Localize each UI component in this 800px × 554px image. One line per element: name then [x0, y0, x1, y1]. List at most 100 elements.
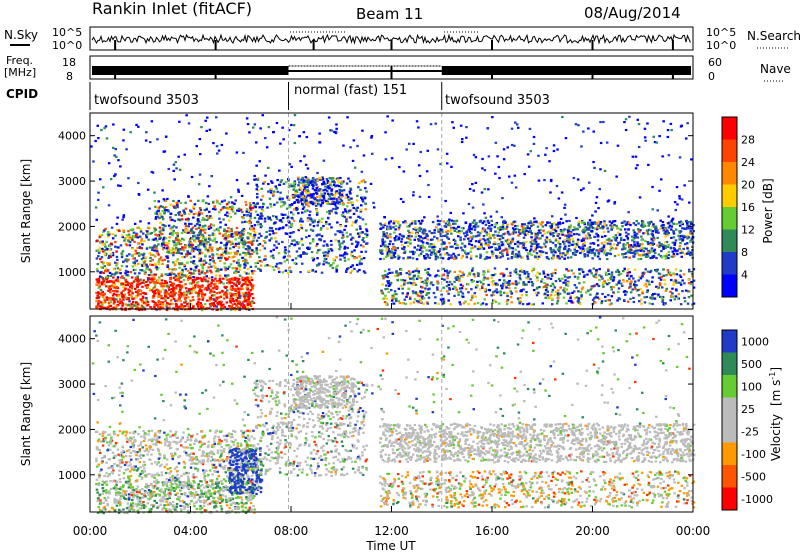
power-cell	[411, 283, 415, 286]
power-cell	[659, 243, 663, 246]
power-cell	[666, 234, 670, 237]
power-cell	[227, 219, 231, 222]
power-cell	[192, 213, 196, 216]
power-cell	[192, 272, 195, 275]
power-cell	[192, 299, 195, 302]
power-cell	[206, 280, 210, 283]
power-cell	[235, 284, 238, 288]
power-cell	[195, 227, 198, 231]
power-cell	[218, 274, 222, 277]
power-cell	[692, 286, 696, 289]
power-cell	[230, 233, 234, 236]
power-cell	[311, 268, 315, 272]
power-cell	[163, 206, 166, 209]
power-cell	[135, 301, 138, 304]
power-cell	[171, 226, 174, 229]
power-cell	[570, 234, 573, 237]
power-cell	[104, 245, 107, 248]
power-cell	[564, 279, 567, 282]
power-cell	[174, 206, 177, 210]
power-cell	[348, 190, 352, 193]
power-cell	[165, 305, 168, 308]
power-cell	[478, 280, 482, 283]
power-cell	[294, 191, 297, 194]
power-cell	[522, 241, 525, 244]
power-cell	[212, 265, 216, 268]
power-cell	[213, 262, 217, 265]
power-cell	[182, 279, 186, 282]
power-cell	[146, 233, 149, 236]
power-cell	[412, 278, 415, 281]
power-cell	[327, 217, 330, 220]
power-cell	[153, 293, 156, 296]
power-cell	[506, 241, 509, 244]
power-cell	[245, 259, 248, 262]
power-cell	[690, 294, 693, 297]
power-cell	[225, 285, 228, 289]
power-cell	[241, 284, 244, 287]
power-cell	[332, 197, 336, 200]
power-cell	[416, 291, 420, 295]
power-cell	[319, 228, 323, 231]
power-cell	[307, 192, 311, 195]
power-cell	[112, 292, 116, 295]
power-cell	[192, 276, 195, 279]
power-cell	[195, 302, 199, 305]
power-cell	[556, 248, 560, 251]
power-cell	[444, 222, 448, 225]
power-cell	[415, 300, 419, 303]
power-cell	[462, 232, 466, 235]
power-cell	[446, 232, 449, 235]
power-cell	[139, 293, 142, 296]
power-cell	[228, 208, 231, 211]
power-cell	[518, 302, 521, 305]
power-cell	[530, 236, 533, 239]
power-cell	[160, 273, 164, 276]
power-cell	[311, 200, 314, 203]
power-cell	[469, 240, 473, 243]
power-cell	[499, 292, 502, 295]
power-cell	[232, 282, 236, 285]
power-cell	[164, 273, 167, 276]
power-cell	[531, 284, 534, 287]
power-cell	[321, 178, 325, 181]
power-cell	[474, 226, 477, 229]
power-cell	[448, 288, 451, 291]
power-cell	[457, 225, 460, 228]
power-cell	[534, 256, 537, 259]
power-cell	[120, 253, 124, 257]
power-cell	[397, 238, 400, 241]
power-cell	[610, 273, 614, 277]
power-cell	[439, 228, 442, 231]
power-cell	[302, 206, 306, 209]
power-cell	[408, 232, 411, 236]
power-cell	[254, 265, 258, 268]
power-cell	[347, 211, 350, 214]
power-cell	[493, 242, 496, 245]
power-cell	[487, 232, 490, 235]
power-cell	[487, 227, 490, 230]
power-cell	[105, 285, 108, 288]
power-cell	[531, 283, 535, 286]
power-cell	[459, 303, 462, 306]
power-cell	[293, 262, 296, 265]
power-cell	[248, 206, 252, 209]
power-cell	[161, 209, 165, 213]
power-cell	[315, 244, 318, 247]
power-cell	[166, 265, 169, 268]
power-cell	[444, 270, 447, 273]
power-cell	[455, 256, 458, 259]
power-cell	[292, 183, 296, 186]
power-cell	[211, 279, 214, 282]
power-cell	[249, 301, 252, 304]
power-cell	[108, 254, 111, 258]
power-cell	[158, 237, 161, 241]
power-cell	[148, 288, 152, 291]
power-cell	[136, 292, 140, 295]
power-cell	[168, 272, 172, 275]
power-cell	[131, 247, 134, 250]
power-cell	[242, 293, 246, 297]
power-cell	[583, 244, 586, 247]
power-cell	[674, 249, 677, 252]
power-cell	[479, 232, 482, 235]
